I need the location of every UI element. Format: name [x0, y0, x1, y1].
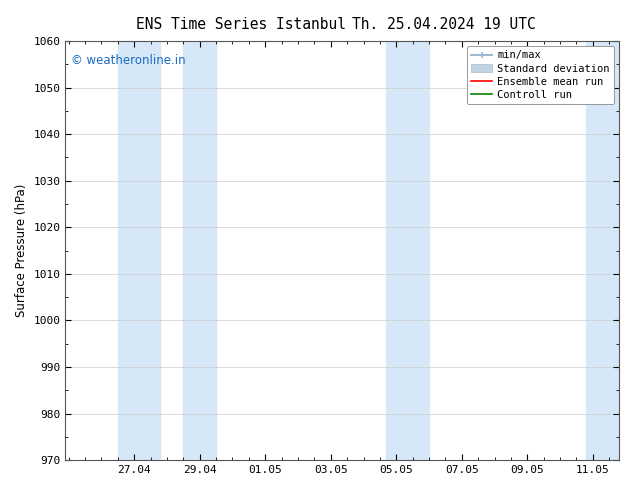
- Bar: [183, 41, 216, 460]
- Legend: min/max, Standard deviation, Ensemble mean run, Controll run: min/max, Standard deviation, Ensemble me…: [467, 46, 614, 104]
- Bar: [387, 41, 429, 460]
- Text: ENS Time Series Istanbul: ENS Time Series Istanbul: [136, 17, 346, 32]
- Text: © weatheronline.in: © weatheronline.in: [71, 53, 186, 67]
- Bar: [586, 41, 626, 460]
- Bar: [118, 41, 160, 460]
- Text: Th. 25.04.2024 19 UTC: Th. 25.04.2024 19 UTC: [352, 17, 536, 32]
- Y-axis label: Surface Pressure (hPa): Surface Pressure (hPa): [15, 184, 28, 318]
